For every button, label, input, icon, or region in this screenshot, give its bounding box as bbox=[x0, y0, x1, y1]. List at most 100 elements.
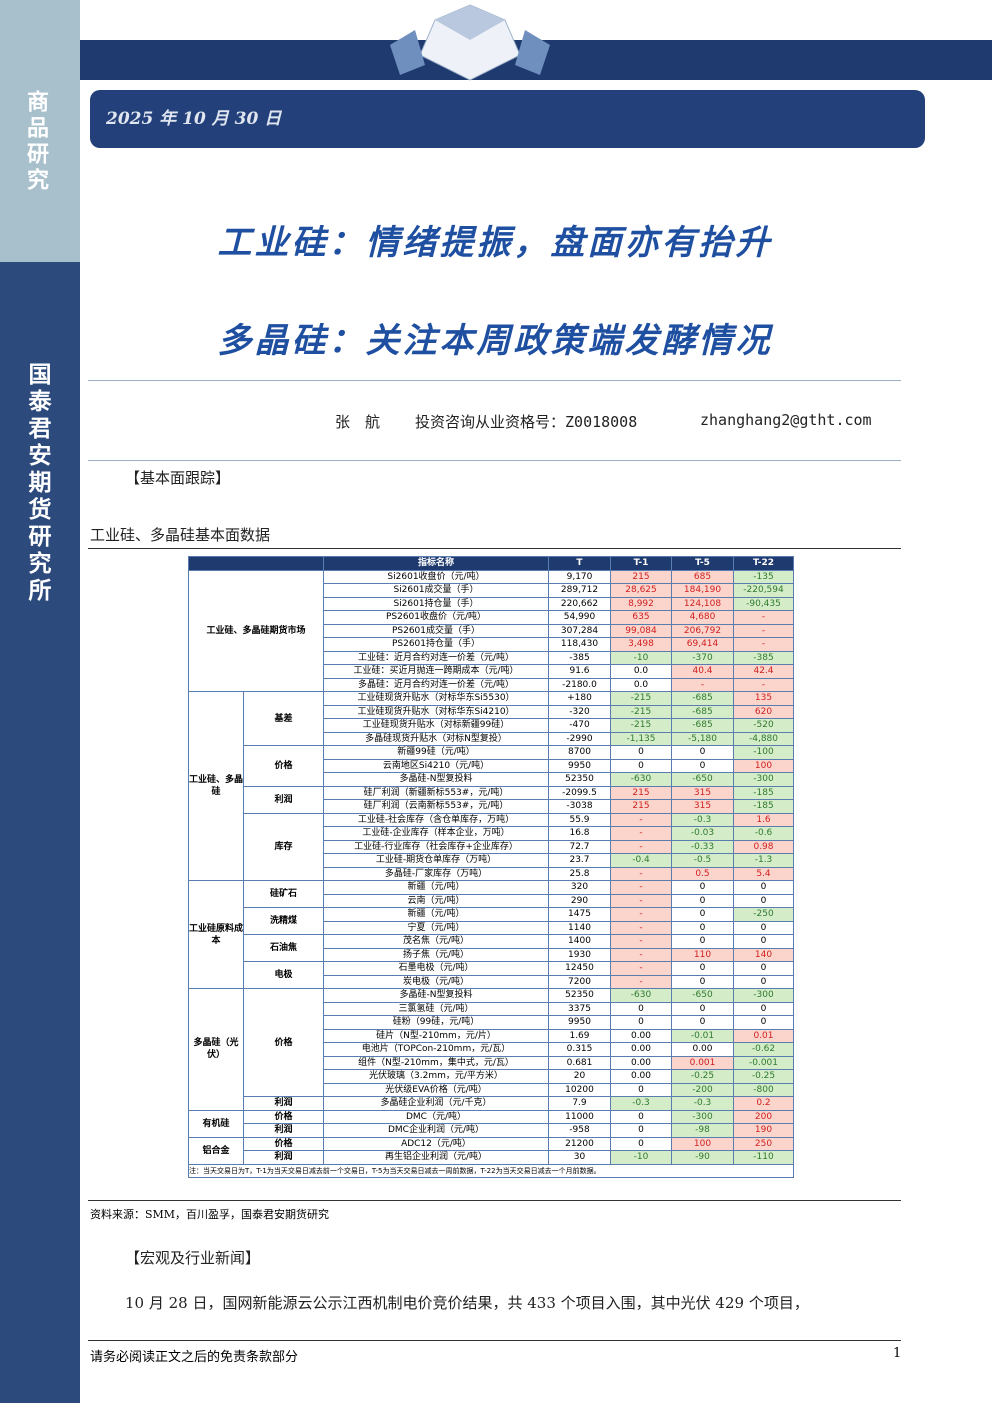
note-row: 注：当天交易日为T，T-1为当天交易日减去前一个交易日，T-5为当天交易日减去一… bbox=[188, 1163, 794, 1178]
table-cell: 0 bbox=[671, 961, 734, 976]
table-cell: 多晶硅：近月合约对连一价差（元/吨） bbox=[323, 677, 549, 692]
divider bbox=[88, 380, 901, 381]
table-cell: 190 bbox=[733, 1123, 794, 1138]
table-cell: 91.6 bbox=[548, 664, 611, 679]
table-cell: 307,284 bbox=[548, 623, 611, 638]
title: 多晶硅：关注本周政策端发酵情况 bbox=[217, 321, 773, 361]
table-cell: 52350 bbox=[548, 988, 611, 1003]
table-row: 多晶硅-厂家库存（万吨） 25.8-0.5 5.4 bbox=[189, 866, 794, 881]
divider bbox=[88, 460, 901, 461]
table-cell: - bbox=[610, 907, 672, 922]
table-cell: 工业硅：近月合约对连一价差（元/吨） bbox=[323, 650, 549, 665]
subgroup-label: 电极 bbox=[243, 961, 324, 989]
header-cell: T bbox=[548, 556, 611, 571]
table-cell: -685 bbox=[671, 691, 734, 706]
group-label: 有机硅 bbox=[188, 1109, 244, 1138]
table-cell: 3375 bbox=[548, 1001, 611, 1016]
table-row: 多晶硅（光伏） 价格 多晶硅-N型复投料 52350 -630 -650 -300 bbox=[188, 988, 794, 1111]
table-cell: 0 bbox=[671, 745, 734, 760]
subgroup-label: 价格 bbox=[243, 745, 324, 787]
divider bbox=[88, 1340, 901, 1341]
table-row: 工业硅现货升贴水（对标新疆99硅） -470 -215 -685 -520 bbox=[189, 718, 794, 733]
table-cell: -90 bbox=[671, 1150, 734, 1165]
table-cell: -685 bbox=[671, 718, 734, 733]
table-cell: - bbox=[610, 826, 672, 841]
table-cell: -2180.0 bbox=[548, 677, 611, 692]
table-cell: 25.8 bbox=[548, 866, 611, 881]
table-cell: 0 bbox=[733, 974, 794, 989]
table-cell: 工业硅现货升贴水（对标华东Si4210） bbox=[323, 704, 549, 719]
table-cell: -0.03 bbox=[671, 826, 734, 841]
data-table: 指标名称 T T-1 T-5 T-22 工业硅、多晶硅期货市场 Si2601收盘价（元/吨）… bbox=[188, 556, 794, 1178]
table-cell: 0.2 bbox=[733, 1096, 794, 1111]
table-row: 硅片（N型-210mm，元/片） 1.69 0.00 -0.01 0.01 bbox=[189, 1028, 794, 1043]
table-cell: 4,680 bbox=[671, 610, 734, 625]
table-cell: 0 bbox=[733, 880, 794, 895]
table-cell: 8700 bbox=[548, 745, 611, 760]
sidebar-bottom: 国泰君安期货研究所 bbox=[0, 262, 80, 1403]
table-cell: 250 bbox=[733, 1136, 794, 1151]
table-cell: - bbox=[610, 893, 672, 908]
table-cell: 工业硅现货升贴水（对标新疆99硅） bbox=[323, 718, 549, 733]
table-cell: -385 bbox=[733, 650, 794, 665]
table-cell: 55.9 bbox=[548, 812, 611, 827]
table-cell: -1,135 bbox=[610, 731, 672, 746]
table-cell: 工业硅现货升贴水（对标华东Si5530） bbox=[323, 691, 549, 706]
table-cell: 8,992 bbox=[610, 596, 672, 611]
table-row: 多晶硅：近月合约对连一价差（元/吨） -2180.0 0.0- - bbox=[189, 677, 794, 692]
sidebar-label: 国泰君安期货研究所 bbox=[24, 362, 51, 605]
divider bbox=[88, 548, 901, 549]
table-cell: 184,190 bbox=[671, 583, 734, 598]
table-row: 价格 新疆99硅（元/吨） 8700 0 0 -100 bbox=[189, 745, 794, 787]
table-cell: -300 bbox=[671, 1109, 734, 1124]
table-cell: 0 bbox=[671, 893, 734, 908]
header-cell: T-5 bbox=[671, 556, 734, 571]
table-cell: 电池片（TOPCon-210mm，元/瓦） bbox=[323, 1042, 549, 1057]
table-cell: 16.8 bbox=[548, 826, 611, 841]
table-row: 工业硅、多晶硅期货市场 Si2601收盘价（元/吨） 9,170 215 685 -135 bbox=[188, 569, 794, 692]
table-cell: -0.33 bbox=[671, 839, 734, 854]
group-label: 工业硅原料成本 bbox=[188, 880, 244, 989]
table-row: 电池片（TOPCon-210mm，元/瓦） 0.315 0.00 0.00 -0.62 bbox=[189, 1042, 794, 1057]
table-cell: 0.98 bbox=[733, 839, 794, 854]
table-cell: 0 bbox=[671, 758, 734, 773]
group-label: 工业硅、多晶硅期货市场 bbox=[188, 569, 324, 692]
table-cell: -685 bbox=[671, 704, 734, 719]
table-cell: 1140 bbox=[548, 920, 611, 935]
table-cell: 110 bbox=[671, 947, 734, 962]
table-cell: - bbox=[610, 880, 672, 895]
table-cell: 620 bbox=[733, 704, 794, 719]
table-cell: - bbox=[610, 920, 672, 935]
table-cell: 1.69 bbox=[548, 1028, 611, 1043]
section-heading: 【基本面跟踪】 bbox=[125, 469, 231, 487]
table-cell: 0 bbox=[671, 974, 734, 989]
table-cell: 0.315 bbox=[548, 1042, 611, 1057]
table-cell: 组件（N型-210mm，集中式，元/瓦） bbox=[323, 1055, 549, 1070]
table-cell: 21200 bbox=[548, 1136, 611, 1151]
table-cell: 新疆（元/吨） bbox=[323, 880, 549, 895]
table-cell: 宁夏（元/吨） bbox=[323, 920, 549, 935]
table-cell: -0.62 bbox=[733, 1042, 794, 1057]
disclaimer: 请务必阅读正文之后的免责条款部分 bbox=[90, 1350, 299, 1365]
table-cell: 0 bbox=[671, 1015, 734, 1030]
table-cell: 炭电极（元/吨） bbox=[323, 974, 549, 989]
table-cell: 工业硅-社会库存（含仓单库存，万吨） bbox=[323, 812, 549, 827]
author-license: 投资咨询从业资格号：Z0018008 bbox=[415, 413, 638, 431]
table-cell: 再生铝企业利润（元/吨） bbox=[323, 1150, 549, 1165]
table-cell: -100 bbox=[733, 745, 794, 760]
table-cell: -630 bbox=[610, 988, 672, 1003]
table-cell: 289,712 bbox=[548, 583, 611, 598]
table-cell: -215 bbox=[610, 691, 672, 706]
table-row: 利润 多晶硅企业利润（元/千克） 7.9 -0.3 -0.3 0.2 bbox=[189, 1096, 794, 1111]
table-cell: 0 bbox=[610, 1001, 672, 1016]
table-cell: -185 bbox=[733, 785, 794, 800]
table-cell: 215 bbox=[610, 799, 672, 814]
table-cell: -650 bbox=[671, 772, 734, 787]
table-cell: -135 bbox=[733, 569, 794, 584]
table-cell: 硅粉（99硅，元/吨） bbox=[323, 1015, 549, 1030]
table-cell: -215 bbox=[610, 704, 672, 719]
table-cell: 茂名焦（元/吨） bbox=[323, 934, 549, 949]
table-cell: 0.00 bbox=[610, 1069, 672, 1084]
table-cell: 72.7 bbox=[548, 839, 611, 854]
